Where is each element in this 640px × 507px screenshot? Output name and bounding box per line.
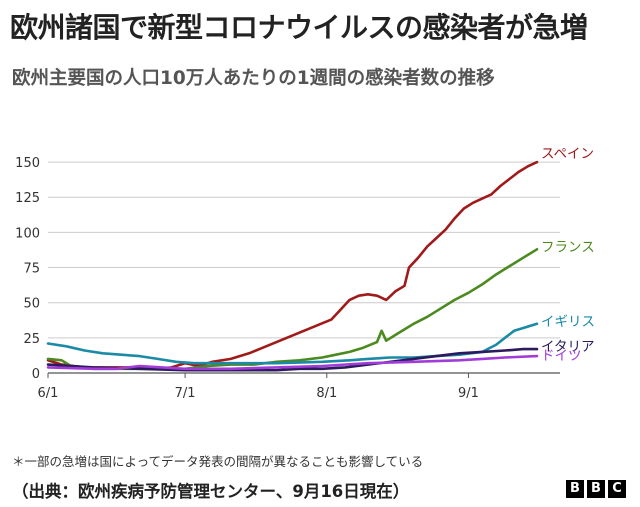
footnote: ＊一部の急増は国によってデータ発表の間隔が異なることも影響している (12, 454, 424, 469)
y-tick-label: 25 (23, 332, 40, 347)
series-line (46, 347, 539, 372)
y-tick-label: 100 (15, 226, 40, 241)
bbc-logo: B B C (566, 480, 626, 498)
y-tick-label: 150 (15, 156, 40, 171)
logo-letter: B (566, 480, 584, 498)
series-end-label: フランス (541, 239, 595, 255)
chart-subtitle: 欧州主要国の人口10万人あたりの1週間の感染者数の推移 (12, 68, 495, 89)
y-tick-label: 75 (23, 262, 40, 277)
y-tick-label: 50 (23, 297, 40, 312)
series-end-label: イギリス (541, 314, 595, 330)
series-end-label: イタリア (541, 339, 594, 355)
source-line: （出典：欧州疾病予防管理センター、9月16日現在） (12, 482, 410, 501)
y-tick-label: 125 (15, 191, 40, 206)
chart-title: 欧州諸国で新型コロナウイルスの感染者が急増 (10, 11, 588, 44)
x-tick-label: 7/1 (175, 386, 196, 401)
series-end-label: ドイツ (541, 348, 582, 364)
x-tick-label: 9/1 (458, 386, 479, 401)
logo-letter: B (587, 480, 605, 498)
x-tick-label: 8/1 (316, 386, 337, 401)
series-end-label: スペイン (541, 146, 594, 162)
series-line (46, 354, 539, 371)
series-line (46, 322, 539, 365)
x-tick-label: 6/1 (38, 386, 59, 401)
logo-letter: C (608, 480, 626, 498)
y-tick-label: 0 (32, 367, 40, 382)
series-line (46, 160, 539, 371)
